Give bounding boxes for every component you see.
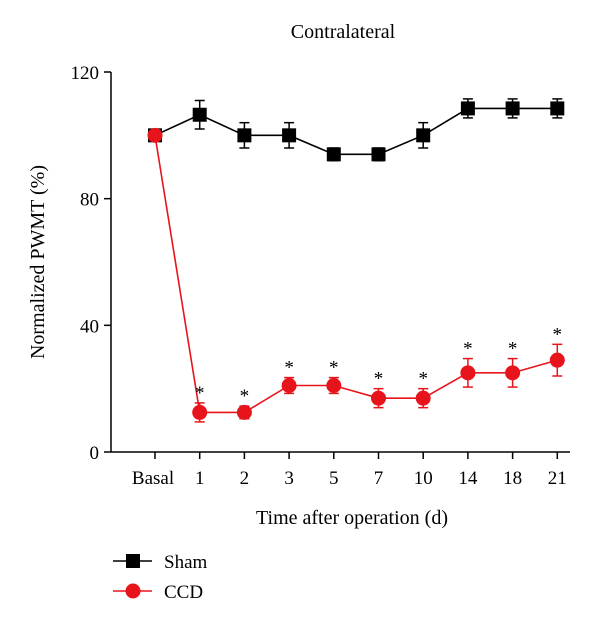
y-tick-label: 0: [90, 443, 100, 464]
significance-marker: *: [553, 324, 563, 345]
x-tick-label: 14: [458, 468, 478, 489]
y-tick-label: 80: [80, 190, 99, 211]
significance-marker: *: [195, 383, 205, 404]
x-tick-label: 10: [414, 468, 433, 489]
data-point: [550, 101, 565, 116]
x-tick-label: Basal: [132, 468, 174, 489]
series-sham: [148, 98, 565, 162]
data-point: [505, 101, 520, 116]
significance-marker: *: [329, 358, 339, 379]
chart-title: Contralateral: [291, 21, 396, 43]
significance-marker: *: [463, 339, 473, 360]
x-axis-title: Time after operation (d): [256, 507, 448, 529]
series-line: [154, 107, 558, 156]
data-point: [371, 390, 386, 406]
x-tick-label: 3: [284, 468, 294, 489]
data-point: [236, 404, 252, 420]
series-ccd: * * * * * * * * *: [147, 127, 565, 423]
data-point: [371, 147, 386, 162]
legend-item-ccd: CCD: [113, 582, 203, 603]
data-point: [147, 127, 163, 143]
legend-item-sham: Sham: [113, 552, 208, 573]
data-point: [326, 378, 342, 393]
x-tick-label: 1: [195, 468, 205, 489]
legend-label: Sham: [164, 552, 208, 573]
data-point: [192, 404, 208, 420]
significance-marker: *: [240, 386, 250, 407]
data-point: [237, 128, 252, 143]
data-point: [192, 107, 207, 122]
data-point: [326, 147, 341, 162]
x-tick-label: 2: [240, 468, 250, 489]
significance-marker: *: [508, 339, 518, 360]
data-point: [549, 352, 565, 368]
legend-label: CCD: [164, 582, 203, 603]
x-tick-label: 5: [329, 468, 339, 489]
x-tick-label: 7: [374, 468, 384, 489]
legend: Sham CCD: [113, 552, 208, 603]
series-line: [154, 135, 558, 414]
y-axis-title: Normalized PWMT (%): [27, 165, 49, 359]
significance-marker: *: [284, 358, 294, 379]
legend-marker: [126, 554, 140, 568]
data-point: [505, 365, 521, 381]
y-tick-label: 120: [71, 63, 100, 84]
data-point: [460, 101, 475, 116]
plot-area: 0 40 80 120 Basal 1 2 3 5 7 10 14 18 21 * * * * * * * * *: [71, 63, 570, 489]
data-point: [416, 128, 431, 143]
data-point: [281, 378, 297, 393]
data-point: [282, 128, 297, 143]
data-point: [415, 390, 431, 406]
significance-marker: *: [374, 369, 384, 390]
x-tick-label: 18: [503, 468, 522, 489]
x-tick-label: 21: [548, 468, 567, 489]
y-tick-label: 40: [80, 316, 99, 337]
legend-marker: [125, 583, 141, 599]
significance-marker: *: [418, 369, 428, 390]
data-point: [460, 365, 476, 381]
